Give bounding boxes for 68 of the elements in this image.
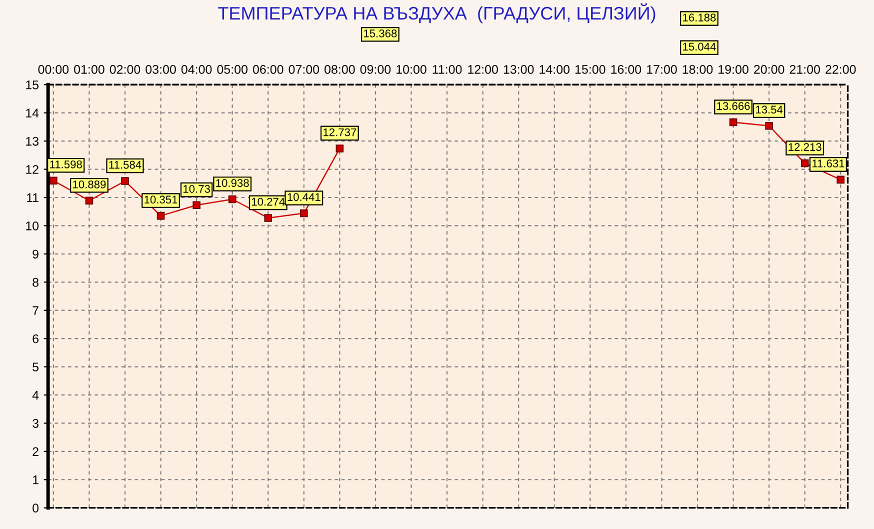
data-label: 12.737 [324,128,356,136]
data-label: 10.351 [144,196,178,204]
x-tick-label: 04:00 [181,64,212,74]
y-tick-label: 11 [27,193,38,202]
x-tick-label: 12:00 [468,64,498,74]
y-tick-label: 6 [32,334,38,344]
y-tick-label: 15 [26,80,39,90]
y-tick-label: 0 [32,504,39,512]
point [264,214,272,222]
data-label: 11.584 [109,160,142,169]
data-label: 10.938 [216,179,249,187]
point [836,176,845,184]
x-tick-label: 15:00 [575,64,606,74]
x-tick-label: 11:00 [432,64,462,74]
y-tick-label: 7 [32,306,38,315]
x-tick-label: 19:00 [718,64,748,74]
y-tick-label: 3 [32,419,38,428]
data-label: 10.889 [73,180,106,188]
x-tick-label: 10:00 [396,64,426,74]
point [50,176,58,185]
y-tick-label: 14 [26,108,39,118]
x-tick-label: 13:00 [504,64,534,74]
data-label: 10.441 [288,193,320,201]
x-tick-label: 18:00 [682,64,713,74]
data-label: 12.213 [788,143,822,151]
x-tick-label: 20:00 [754,64,784,74]
y-tick-label: 8 [32,278,38,287]
x-tick-label: 14:00 [540,64,570,74]
y-tick-label: 9 [32,250,38,259]
text: 15.368 [364,30,397,38]
y-tick-label: 1 [33,476,38,484]
x-tick-label: 06:00 [252,64,284,74]
y-tick-label: 13 [26,136,38,146]
point [800,159,809,168]
point [156,212,165,220]
y-tick-label: 10 [26,222,39,230]
x-tick-label: 09:00 [360,64,391,74]
data-label: 11.631 [812,160,844,168]
text: 16.188 [683,14,716,22]
y-tick-label: 12 [26,165,38,174]
chart-title: ТЕМПЕРАТУРА НА ВЪЗДУХА (ГРАДУСИ, ЦЕЛЗИЙ) [218,3,656,24]
y-tick-label: 5 [32,362,39,372]
point [765,122,773,130]
point [192,201,200,210]
point [729,118,738,126]
text: 15.044 [683,42,716,51]
point [121,177,129,185]
x-tick-label: 17:00 [647,64,677,74]
x-tick-label: 05:00 [217,64,248,74]
x-tick-label: 03:00 [146,64,176,74]
data-label: 10.73 [184,184,210,193]
x-tick-label: 01:00 [74,64,104,74]
x-tick-label: 08:00 [324,64,355,74]
point [300,209,308,218]
point [336,144,344,152]
x-tick-label: 22:00 [826,64,856,74]
x-tick-label: 21:00 [790,64,820,74]
data-label: 13.54 [756,106,783,114]
point [85,196,94,205]
x-tick-label: 02:00 [110,64,140,74]
x-tick-label: 00:00 [38,64,69,74]
y-tick-label: 2 [32,447,38,456]
y-tick-label: 4 [32,390,39,400]
data-label: 11.598 [50,160,82,168]
data-label: 13.666 [717,102,750,110]
x-tick-label: 16:00 [611,64,642,74]
x-tick-label: 07:00 [288,64,320,74]
point [228,195,236,204]
